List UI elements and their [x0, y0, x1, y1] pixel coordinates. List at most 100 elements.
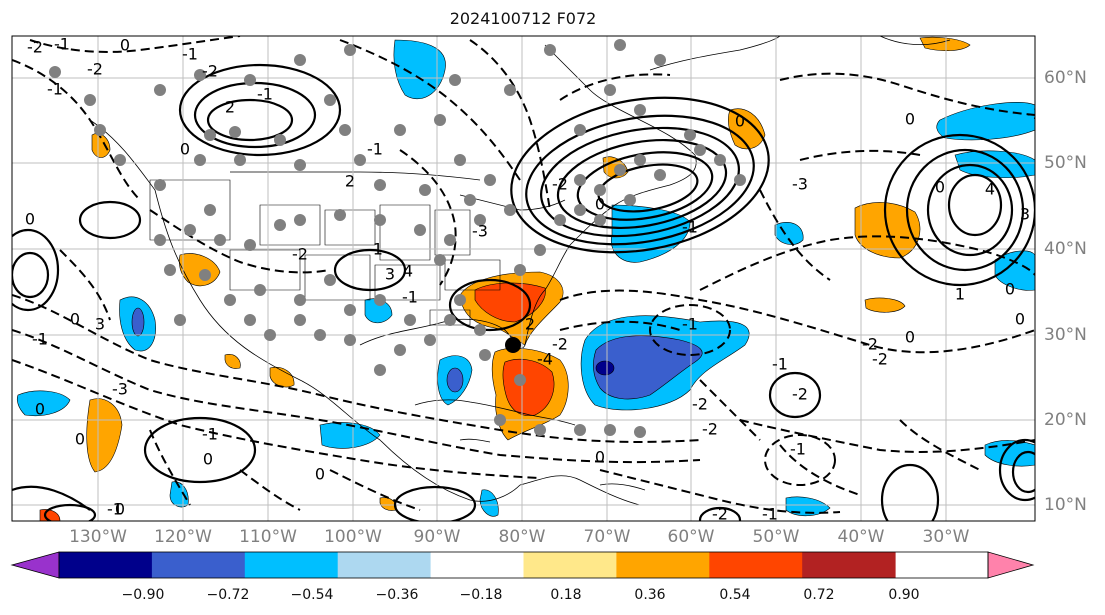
station-dot	[374, 179, 386, 191]
station-dot	[464, 194, 476, 206]
station-dot	[454, 154, 466, 166]
station-dot	[244, 239, 256, 251]
station-dot	[654, 54, 666, 66]
station-dot	[484, 174, 496, 186]
contour-label: -1	[790, 440, 806, 459]
station-dot	[154, 179, 166, 191]
station-dot	[314, 329, 326, 341]
contour-label: -1	[367, 240, 383, 259]
lat-label: 30°N	[1044, 325, 1087, 345]
contour-label: 0	[115, 500, 125, 519]
station-dot	[574, 124, 586, 136]
station-dot	[294, 294, 306, 306]
station-dot	[294, 54, 306, 66]
contour-label: 0	[905, 328, 915, 347]
contour-label: -3	[792, 175, 808, 194]
station-dot	[734, 174, 746, 186]
station-dot	[294, 159, 306, 171]
station-dot	[534, 244, 546, 256]
contour-label: -2	[552, 175, 568, 194]
station-dot	[294, 214, 306, 226]
contour-label: 4	[403, 262, 413, 281]
contour-label: -2	[712, 505, 728, 524]
contour-label: 0	[1005, 280, 1015, 299]
lat-label: 40°N	[1044, 239, 1087, 259]
station-dot	[574, 424, 586, 436]
contour-label: -4	[537, 350, 553, 369]
contour-label: -2	[872, 350, 888, 369]
contour-label: -1	[32, 330, 48, 349]
contour-label: 0	[315, 465, 325, 484]
colorbar-tick-label: −0.36	[375, 587, 419, 603]
lon-label: 90°W	[413, 527, 461, 547]
colorbar-segment	[151, 552, 246, 578]
contour-label: 0	[905, 110, 915, 129]
station-dot	[174, 314, 186, 326]
station-dot	[294, 314, 306, 326]
station-dot	[494, 414, 506, 426]
station-dot	[374, 214, 386, 226]
station-dot	[154, 84, 166, 96]
station-dot	[234, 154, 246, 166]
contour-label: 0	[735, 112, 745, 131]
station-markers	[49, 39, 746, 438]
station-dot	[534, 424, 546, 436]
colorbar-segment	[430, 552, 524, 578]
station-dot	[514, 264, 526, 276]
contours-solid	[12, 63, 1035, 521]
colorbar-tick-label: 0.90	[888, 587, 920, 603]
contour-label: -3	[472, 222, 488, 241]
station-dot	[414, 224, 426, 236]
colorbar-tick-label: 0.18	[550, 587, 582, 603]
contour-label: -1	[772, 355, 788, 374]
contour-label: 0	[595, 195, 605, 214]
station-dot	[444, 314, 456, 326]
station-dot	[244, 74, 256, 86]
contour-label: -1	[47, 80, 63, 99]
station-dot	[154, 234, 166, 246]
station-dot	[184, 224, 196, 236]
station-dot	[264, 329, 276, 341]
colorbar-segment	[523, 552, 617, 578]
station-dot	[404, 314, 416, 326]
station-dot	[229, 126, 241, 138]
station-dot	[194, 154, 206, 166]
contour-label: 0	[180, 140, 190, 159]
station-dot	[604, 424, 616, 436]
station-dot	[634, 154, 646, 166]
station-dot	[544, 44, 556, 56]
station-dot	[454, 294, 466, 306]
station-dot	[324, 274, 336, 286]
station-dot	[474, 214, 486, 226]
storm-center-marker	[505, 337, 521, 353]
station-dot	[254, 284, 266, 296]
contour-label: 2	[525, 315, 535, 334]
contour-label: -1	[257, 85, 273, 104]
contour-label: -1	[402, 288, 418, 307]
station-dot	[504, 204, 516, 216]
lat-label: 60°N	[1044, 68, 1087, 88]
station-dot	[574, 204, 586, 216]
colorbar-segment	[244, 552, 339, 578]
contour-label: 3	[385, 265, 395, 284]
lon-label: 100°W	[324, 527, 382, 547]
coastlines	[89, 36, 951, 506]
colorbar-segment	[709, 552, 803, 578]
station-dot	[694, 144, 706, 156]
station-dot	[449, 74, 461, 86]
political-borders	[149, 179, 501, 326]
contour-label: -3	[112, 380, 128, 399]
station-dot	[424, 334, 436, 346]
station-dot	[614, 39, 626, 51]
station-dot	[374, 294, 386, 306]
station-dot	[634, 426, 646, 438]
contour-label: -1	[682, 315, 698, 334]
lon-label: 30°W	[922, 527, 970, 547]
station-dot	[574, 174, 586, 186]
colorbar-segment	[59, 552, 153, 578]
contour-label: -2	[552, 335, 568, 354]
contour-label: 2	[345, 172, 355, 191]
station-dot	[504, 84, 516, 96]
map-frame	[11, 35, 1036, 522]
colorbar-tick-label: −0.72	[206, 587, 250, 603]
